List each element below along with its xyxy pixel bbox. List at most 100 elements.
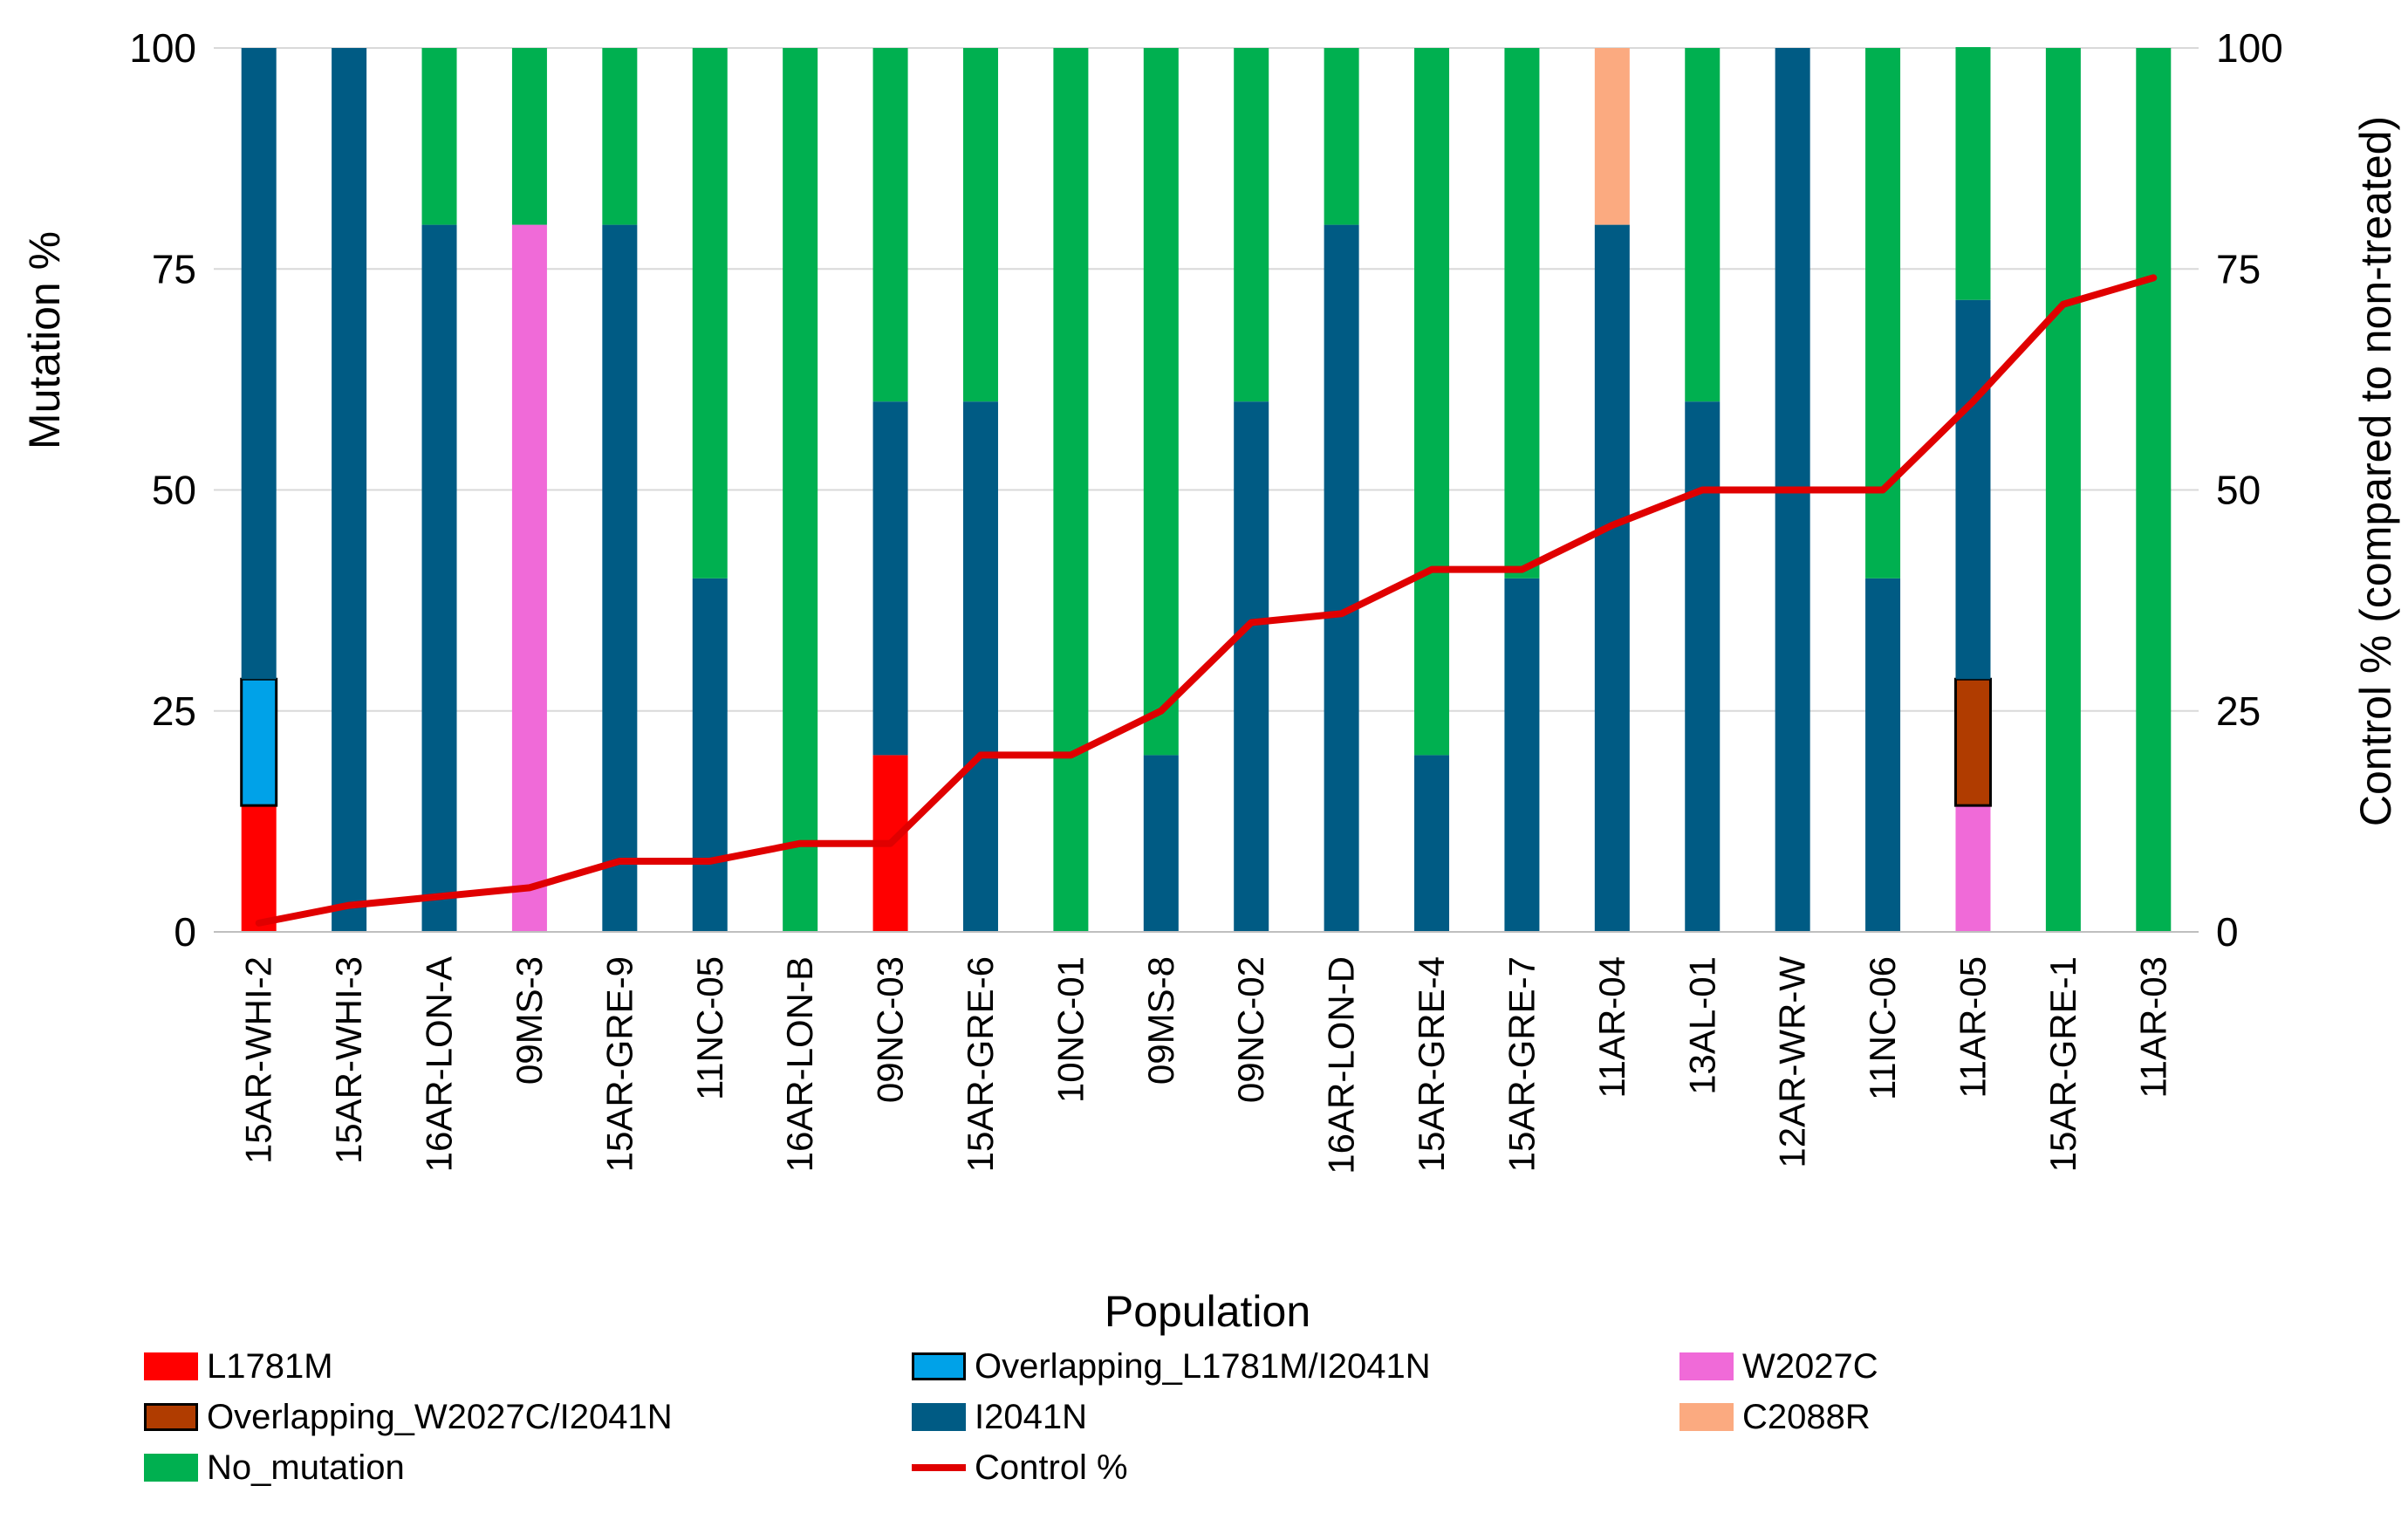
y-tick-label-right: 75 (2216, 246, 2261, 291)
x-tick-label: 15AR-WHI-2 (238, 956, 279, 1164)
bar-segment (1324, 224, 1359, 933)
bar-segment (1955, 805, 1991, 932)
x-tick-label: 09NC-02 (1230, 956, 1271, 1103)
y-ticks-left: 0 25 50 75 100 (129, 25, 196, 955)
bar-segment (872, 401, 908, 756)
x-tick-label: 15AR-GRE-4 (1411, 956, 1452, 1172)
legend-item: I2041N (912, 1394, 1087, 1440)
legend-item: C2088R (1679, 1394, 1871, 1440)
bar-segment (511, 48, 547, 225)
bar-segment (872, 48, 908, 402)
bar-segment (1053, 48, 1089, 932)
x-tick-label: 15AR-GRE-9 (599, 956, 640, 1172)
bar-segment (1685, 48, 1720, 402)
y-tick-label-left: 25 (152, 688, 196, 734)
legend: L1781M Overlapping_L1781M/I2041N W2027C Ove… (144, 1344, 2238, 1510)
bar-segment (1865, 48, 1901, 579)
bar-segment (421, 224, 457, 933)
gridlines (214, 47, 2199, 712)
x-tick-label: 11AR-04 (1591, 956, 1632, 1099)
y-tick-label-right: 50 (2216, 468, 2261, 513)
bar-segment (1234, 401, 1269, 932)
legend-swatch (144, 1403, 198, 1431)
bar-segment (1143, 755, 1179, 932)
legend-item: W2027C (1679, 1344, 1878, 1389)
control-line (255, 274, 2158, 927)
legend-swatch (912, 1403, 966, 1431)
x-tick-label: 11NC-05 (689, 956, 730, 1100)
legend-label: Overlapping_W2027C/I2041N (207, 1397, 673, 1436)
x-tick-label: 13AL-01 (1681, 956, 1722, 1095)
bar-segment (602, 224, 638, 933)
x-tick-label: 15AR-WHI-3 (328, 956, 369, 1164)
x-tick-label: 09MS-8 (1140, 956, 1181, 1085)
bar-segment (1594, 224, 1630, 933)
bar-segment (692, 578, 728, 932)
y-tick-label-right: 25 (2216, 688, 2261, 734)
bar-segment (2136, 48, 2172, 932)
bar-segment (1955, 46, 1991, 300)
x-tick-label: 16AR-LON-B (779, 956, 820, 1172)
y-tick-label-left: 50 (152, 468, 196, 513)
legend-label: L1781M (207, 1346, 333, 1386)
x-tick-label: 11NC-06 (1862, 956, 1903, 1100)
bar-segment (2045, 48, 2081, 932)
legend-swatch (912, 1352, 966, 1380)
legend-label: Overlapping_L1781M/I2041N (975, 1346, 1431, 1386)
x-tick-label: 15AR-GRE-6 (960, 956, 1001, 1172)
bar-segment (1955, 299, 1991, 680)
y-axis-title-left: Mutation % (20, 231, 69, 449)
legend-label: No_mutation (207, 1448, 405, 1487)
bar-segment (1414, 48, 1450, 756)
bar-segment (1594, 48, 1630, 225)
bar-segment (511, 224, 547, 933)
bar-segment (240, 677, 278, 807)
legend-line-swatch (912, 1464, 966, 1471)
legend-item: L1781M (144, 1344, 333, 1389)
x-tick-label: 12AR-WR-W (1772, 956, 1813, 1168)
x-axis-title: Population (1105, 1287, 1310, 1336)
legend-label: C2088R (1742, 1397, 1871, 1436)
bar-segment (1414, 755, 1450, 932)
bar-segment (1504, 48, 1540, 579)
bar-segment (962, 48, 998, 402)
bar-segment (421, 48, 457, 225)
bar-segment (241, 805, 277, 932)
y-axis-title-right: Control % (compared to non-treated) (2351, 116, 2400, 826)
legend-swatch (1679, 1352, 1734, 1380)
x-tick-label: 11AR-05 (1952, 956, 1993, 1099)
x-tick-label: 15AR-GRE-7 (1501, 956, 1542, 1172)
legend-label: W2027C (1742, 1346, 1878, 1386)
legend-label: Control % (975, 1448, 1128, 1487)
y-tick-label-left: 100 (129, 25, 196, 71)
x-tick-label: 11AR-03 (2132, 956, 2173, 1099)
legend-swatch (144, 1352, 198, 1380)
control-series-line (255, 274, 2158, 927)
bar-segment (602, 48, 638, 225)
bar-segment (783, 48, 818, 932)
legend-swatch (144, 1454, 198, 1482)
y-tick-label-left: 75 (152, 246, 196, 291)
bar-segment (1143, 48, 1179, 756)
x-tick-label: 10NC-01 (1050, 956, 1091, 1103)
x-tick-label: 09NC-03 (870, 956, 911, 1103)
bar-segment (1234, 48, 1269, 402)
x-tick-label: 16AR-LON-D (1321, 956, 1362, 1174)
bar-segment (1953, 677, 1992, 807)
bar-segment (241, 48, 277, 680)
bar-segment (962, 401, 998, 932)
legend-item: Overlapping_L1781M/I2041N (912, 1344, 1431, 1389)
bars (240, 46, 2172, 933)
bar-segment (1865, 578, 1901, 932)
x-tick-label: 16AR-LON-A (419, 956, 460, 1172)
legend-label: I2041N (975, 1397, 1087, 1436)
x-tick-label: 09MS-3 (509, 956, 550, 1085)
x-tick-label: 15AR-GRE-1 (2042, 956, 2083, 1172)
legend-item: Overlapping_W2027C/I2041N (144, 1394, 673, 1440)
x-tick-labels: 15AR-WHI-2 15AR-WHI-3 16AR-LON-A 09MS-3 15AR… (238, 956, 2174, 1174)
y-tick-label-right: 100 (2216, 25, 2283, 71)
bar-segment (1324, 48, 1359, 225)
bar-segment (1685, 401, 1720, 932)
legend-swatch (1679, 1403, 1734, 1431)
